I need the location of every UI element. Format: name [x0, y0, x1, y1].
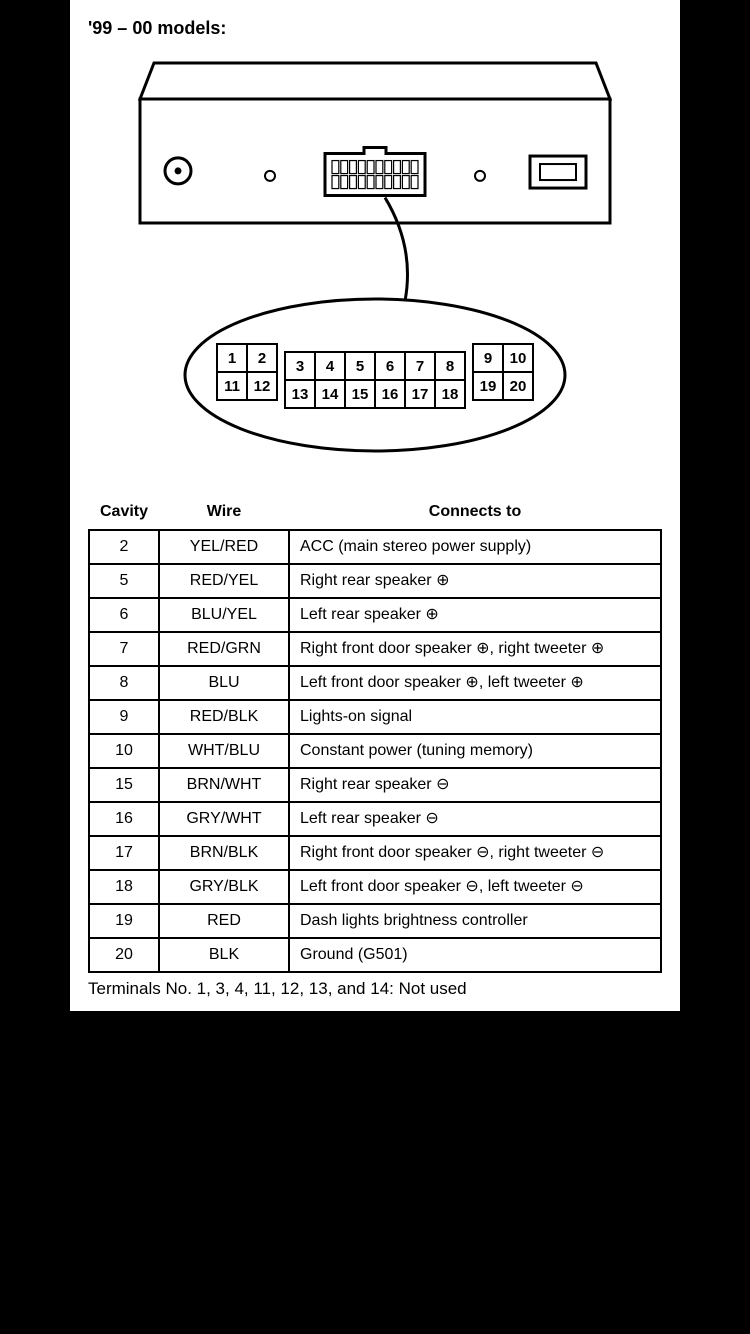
pin-label: 12 — [254, 378, 271, 395]
cell-wire: BLK — [159, 938, 289, 972]
table-row: 6BLU/YELLeft rear speaker ⊕ — [89, 598, 661, 632]
cell-connects: Right rear speaker ⊕ — [289, 564, 661, 598]
cell-connects: Left rear speaker ⊕ — [289, 598, 661, 632]
table-row: 18GRY/BLKLeft front door speaker ⊖, left… — [89, 870, 661, 904]
page-title: '99 – 00 models: — [88, 18, 662, 39]
cell-connects: Dash lights brightness controller — [289, 904, 661, 938]
pin-label: 11 — [224, 378, 240, 395]
cell-wire: GRY/WHT — [159, 802, 289, 836]
cell-wire: YEL/RED — [159, 530, 289, 564]
table-row: 16GRY/WHTLeft rear speaker ⊖ — [89, 802, 661, 836]
cell-wire: RED/GRN — [159, 632, 289, 666]
pin-label: 7 — [416, 358, 424, 375]
cell-connects: Constant power (tuning memory) — [289, 734, 661, 768]
table-row: 9RED/BLKLights-on signal — [89, 700, 661, 734]
pin-label: 19 — [480, 378, 497, 395]
cell-cavity: 17 — [89, 836, 159, 870]
cell-cavity: 16 — [89, 802, 159, 836]
pin-label: 10 — [510, 350, 527, 367]
cell-cavity: 9 — [89, 700, 159, 734]
cell-wire: BRN/WHT — [159, 768, 289, 802]
cell-connects: Left rear speaker ⊖ — [289, 802, 661, 836]
cell-wire: RED/BLK — [159, 700, 289, 734]
pin-label: 20 — [510, 378, 527, 395]
col-cavity: Cavity — [89, 499, 159, 530]
pin-grid: 1112123134145156167178189191020 — [217, 344, 533, 408]
table-row: 5RED/YELRight rear speaker ⊕ — [89, 564, 661, 598]
pin-label: 6 — [386, 358, 394, 375]
document-page: '99 – 00 models: — [70, 0, 680, 1011]
pin-label: 13 — [292, 386, 309, 403]
cell-cavity: 6 — [89, 598, 159, 632]
table-row: 10WHT/BLUConstant power (tuning memory) — [89, 734, 661, 768]
pin-label: 17 — [412, 386, 429, 403]
radio-unit — [140, 63, 610, 223]
cell-cavity: 15 — [89, 768, 159, 802]
connector-detail: 1112123134145156167178189191020 — [185, 299, 565, 451]
cell-cavity: 20 — [89, 938, 159, 972]
table-row: 20BLKGround (G501) — [89, 938, 661, 972]
pin-label: 5 — [356, 358, 364, 375]
table-row: 17BRN/BLKRight front door speaker ⊖, rig… — [89, 836, 661, 870]
table-row: 15BRN/WHTRight rear speaker ⊖ — [89, 768, 661, 802]
diagram-svg: 1112123134145156167178189191020 — [110, 49, 640, 479]
cell-connects: Lights-on signal — [289, 700, 661, 734]
pin-label: 1 — [228, 350, 236, 367]
cell-cavity: 5 — [89, 564, 159, 598]
cell-wire: RED/YEL — [159, 564, 289, 598]
table-row: 8BLULeft front door speaker ⊕, left twee… — [89, 666, 661, 700]
cell-wire: WHT/BLU — [159, 734, 289, 768]
cell-cavity: 10 — [89, 734, 159, 768]
pin-label: 8 — [446, 358, 454, 375]
pin-label: 18 — [442, 386, 459, 403]
cell-connects: Right rear speaker ⊖ — [289, 768, 661, 802]
cell-connects: ACC (main stereo power supply) — [289, 530, 661, 564]
unit-center-connector — [325, 148, 425, 196]
pin-label: 4 — [326, 358, 335, 375]
pin-label: 14 — [322, 386, 339, 403]
table-row: 2YEL/REDACC (main stereo power supply) — [89, 530, 661, 564]
footnote: Terminals No. 1, 3, 4, 11, 12, 13, and 1… — [88, 979, 662, 999]
pin-label: 2 — [258, 350, 266, 367]
cell-wire: BLU/YEL — [159, 598, 289, 632]
pin-label: 9 — [484, 350, 492, 367]
pin-label: 16 — [382, 386, 399, 403]
wiring-table: Cavity Wire Connects to 2YEL/REDACC (mai… — [88, 499, 662, 973]
cell-cavity: 8 — [89, 666, 159, 700]
pin-label: 15 — [352, 386, 369, 403]
cell-cavity: 7 — [89, 632, 159, 666]
unit-aux-connector — [530, 156, 586, 188]
wiring-diagram: 1112123134145156167178189191020 — [88, 49, 662, 479]
col-connects: Connects to — [289, 499, 661, 530]
cell-wire: BRN/BLK — [159, 836, 289, 870]
cell-connects: Ground (G501) — [289, 938, 661, 972]
cell-wire: GRY/BLK — [159, 870, 289, 904]
cell-connects: Right front door speaker ⊕, right tweete… — [289, 632, 661, 666]
cell-cavity: 19 — [89, 904, 159, 938]
table-row: 7RED/GRNRight front door speaker ⊕, righ… — [89, 632, 661, 666]
cell-connects: Right front door speaker ⊖, right tweete… — [289, 836, 661, 870]
cell-cavity: 2 — [89, 530, 159, 564]
cell-wire: BLU — [159, 666, 289, 700]
cell-connects: Left front door speaker ⊖, left tweeter … — [289, 870, 661, 904]
cell-wire: RED — [159, 904, 289, 938]
table-header-row: Cavity Wire Connects to — [89, 499, 661, 530]
cell-cavity: 18 — [89, 870, 159, 904]
pin-label: 3 — [296, 358, 304, 375]
table-row: 19REDDash lights brightness controller — [89, 904, 661, 938]
col-wire: Wire — [159, 499, 289, 530]
cell-connects: Left front door speaker ⊕, left tweeter … — [289, 666, 661, 700]
